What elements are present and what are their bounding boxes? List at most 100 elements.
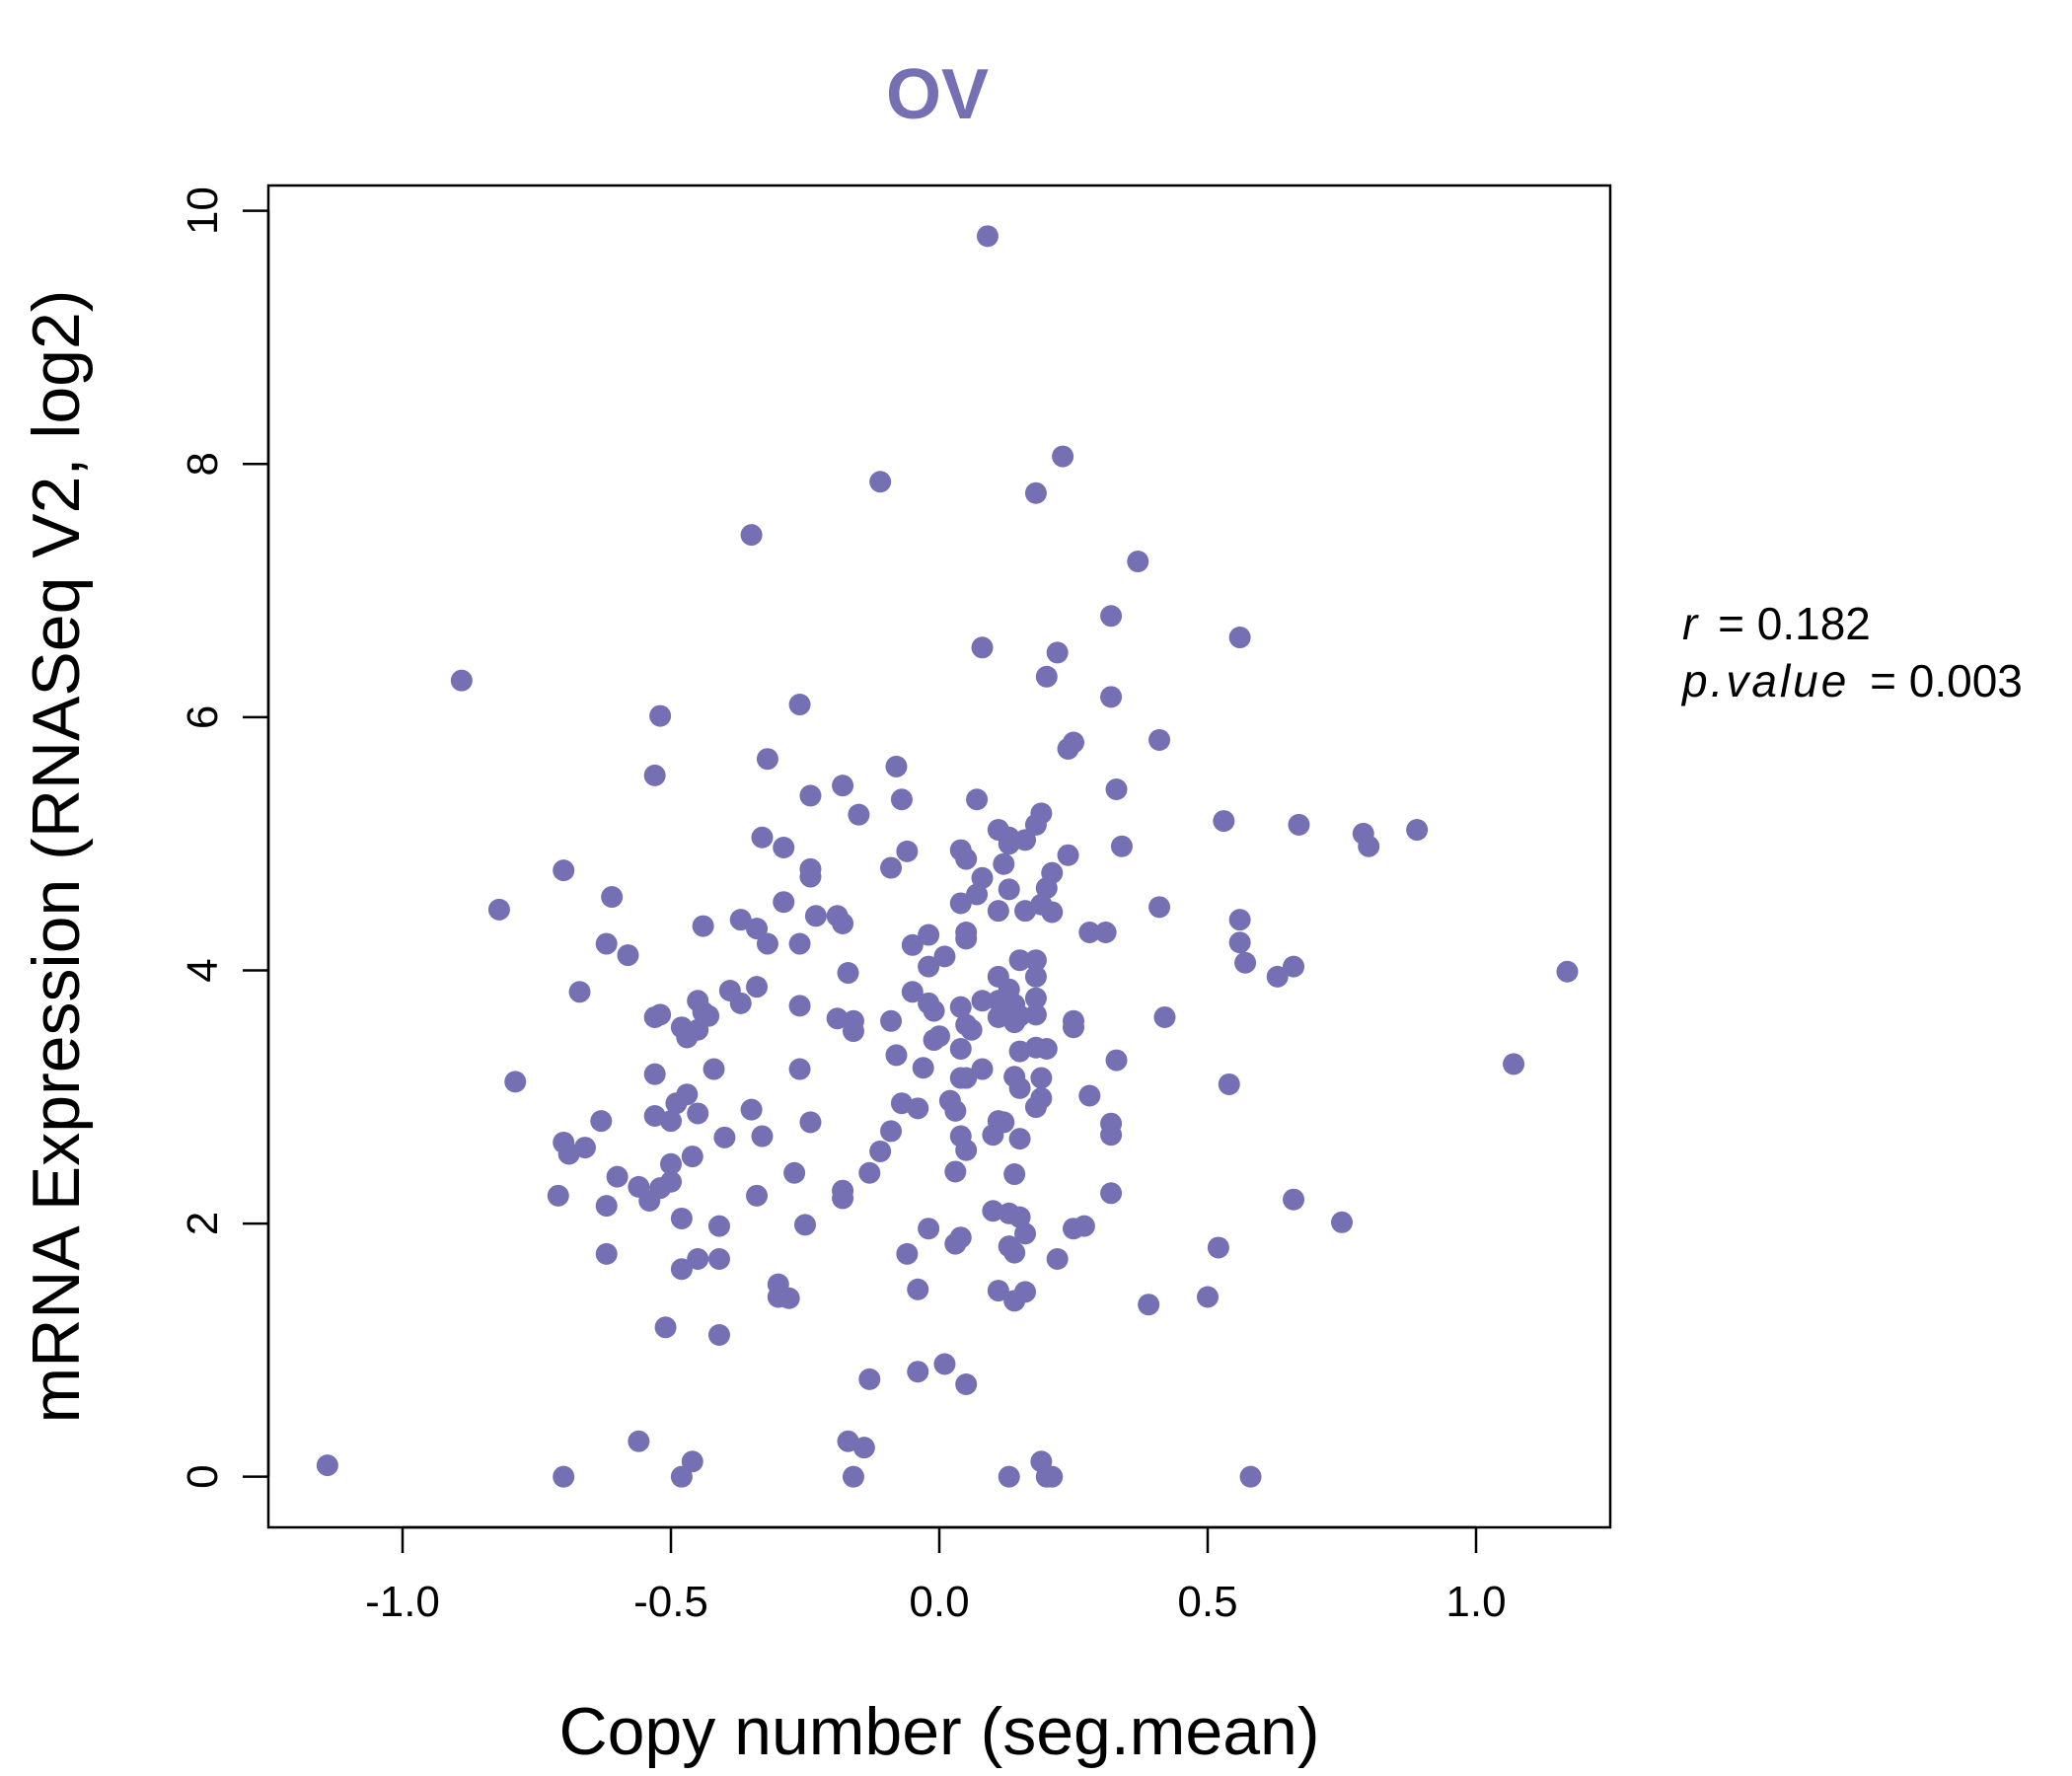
data-point: [794, 1214, 816, 1236]
data-point: [944, 1232, 967, 1255]
data-point: [949, 996, 972, 1018]
data-point: [907, 1097, 929, 1120]
data-point: [1358, 835, 1380, 857]
data-point: [1046, 641, 1069, 664]
data-point: [1503, 1053, 1525, 1075]
data-point: [670, 1258, 693, 1281]
data-point: [643, 1063, 666, 1085]
y-axis-title: mRNA Expression (RNASeq V2, log2): [19, 290, 94, 1424]
data-point: [1288, 813, 1310, 836]
data-point: [960, 1018, 983, 1041]
data-point: [907, 1361, 929, 1383]
data-point: [1148, 896, 1171, 919]
data-point: [955, 1139, 978, 1161]
data-point: [982, 1200, 1004, 1222]
data-point: [740, 524, 763, 547]
data-point: [799, 1111, 822, 1134]
stats-annotation: r = 0.182 p.value = 0.003: [1680, 598, 2023, 706]
data-point: [885, 1044, 908, 1067]
data-point: [1024, 1096, 1047, 1119]
data-point: [746, 918, 769, 940]
x-axis-title: Copy number (seg.mean): [558, 1694, 1319, 1769]
svg-text:p.value = 0.003: p.value = 0.003: [1680, 655, 2023, 706]
data-point: [1197, 1286, 1219, 1308]
data-point: [907, 1278, 929, 1300]
data-point: [713, 1126, 736, 1148]
data-point: [676, 1026, 699, 1049]
data-point: [1008, 1128, 1031, 1150]
data-point: [1030, 1067, 1053, 1089]
data-point: [788, 1058, 811, 1080]
data-point: [553, 1465, 575, 1488]
data-points: [316, 225, 1579, 1488]
r-label: r: [1682, 598, 1699, 649]
data-point: [568, 981, 591, 1003]
data-point: [918, 924, 940, 946]
data-point: [703, 1058, 725, 1080]
data-point: [660, 1152, 682, 1175]
data-point: [557, 1143, 580, 1165]
data-point: [1218, 1073, 1240, 1095]
data-point: [896, 1242, 919, 1265]
data-point: [751, 826, 774, 849]
data-point: [1239, 1465, 1262, 1488]
y-tick-label: 6: [179, 705, 227, 729]
data-point: [1014, 1222, 1037, 1245]
plot-frame: [266, 184, 1612, 1529]
data-point: [1035, 877, 1058, 900]
data-point: [707, 1215, 730, 1237]
data-point: [832, 1187, 854, 1210]
data-point: [1148, 728, 1171, 751]
data-point: [949, 1038, 972, 1061]
data-point: [1228, 627, 1251, 649]
data-point: [998, 878, 1020, 901]
data-point: [971, 636, 994, 659]
data-point: [901, 933, 924, 956]
data-point: [1003, 1011, 1026, 1034]
data-point: [976, 225, 999, 248]
data-point: [955, 1373, 978, 1396]
data-point: [944, 1099, 967, 1122]
data-point: [1024, 1003, 1047, 1026]
data-point: [692, 915, 714, 937]
data-point: [955, 1067, 978, 1089]
data-point: [1207, 1236, 1229, 1259]
data-point: [783, 1161, 806, 1184]
data-point: [987, 1280, 1009, 1302]
data-point: [1003, 1241, 1026, 1264]
data-point: [933, 1353, 956, 1375]
data-point: [918, 1218, 940, 1240]
data-point: [1024, 481, 1047, 504]
data-point: [773, 837, 795, 859]
data-point: [1024, 965, 1047, 988]
data-point: [1556, 960, 1579, 983]
data-point: [869, 471, 892, 493]
data-point: [1406, 819, 1429, 842]
x-tick-label: -0.5: [633, 1578, 708, 1626]
data-point: [1100, 1124, 1123, 1147]
data-point: [1024, 987, 1047, 1009]
data-point: [1228, 909, 1251, 931]
data-point: [1283, 1188, 1305, 1211]
data-point: [1003, 1163, 1026, 1186]
data-point: [1063, 1016, 1084, 1039]
data-point: [896, 840, 919, 862]
y-tick-label: 4: [179, 958, 227, 982]
data-point: [1035, 665, 1058, 688]
data-point: [1105, 1049, 1128, 1072]
data-point: [1024, 949, 1047, 972]
data-point: [993, 852, 1015, 875]
p-value-label: p.value: [1680, 655, 1849, 706]
data-point: [966, 788, 989, 811]
data-point: [890, 788, 913, 811]
data-point: [553, 859, 575, 882]
svg-text:r = 0.182: r = 0.182: [1682, 598, 1871, 649]
data-point: [923, 999, 945, 1022]
data-point: [1057, 844, 1079, 866]
data-point: [788, 932, 811, 955]
data-point: [923, 1029, 945, 1052]
data-point: [832, 913, 854, 934]
data-point: [595, 1195, 618, 1218]
x-tick-label: 1.0: [1445, 1578, 1506, 1626]
data-point: [1234, 951, 1257, 974]
